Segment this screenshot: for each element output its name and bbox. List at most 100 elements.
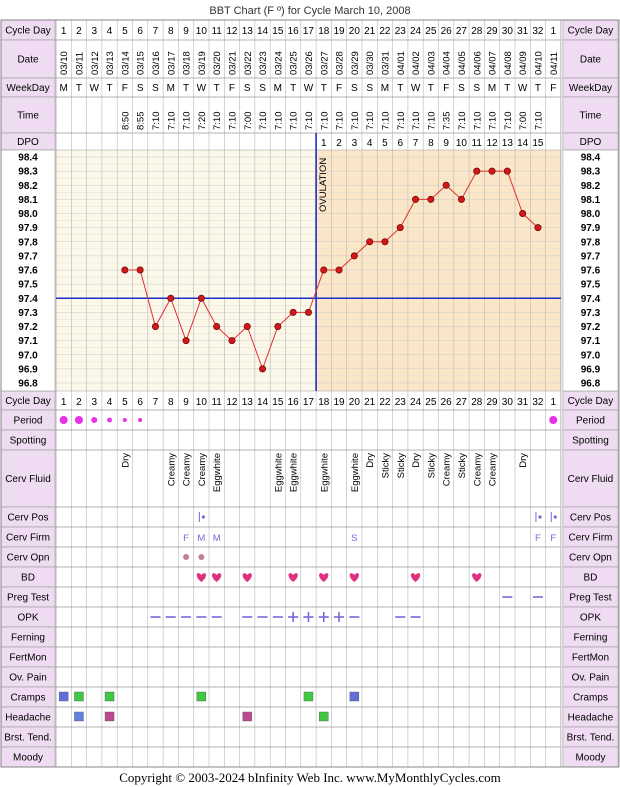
temperature-point — [519, 210, 527, 218]
cerv-fluid-cell: Creamy — [197, 453, 208, 487]
time-cell: 7:10 — [533, 112, 544, 131]
y-tick-label-right: 98.1 — [581, 195, 601, 206]
row-label-weekday: WeekDay — [6, 83, 49, 94]
cycle-day-cell: 3 — [91, 26, 97, 37]
date-cell: 04/09 — [518, 51, 529, 75]
time-cell: 7:20 — [197, 112, 208, 131]
cerv-fluid-cell: Eggwhite — [289, 453, 300, 492]
temperature-point — [457, 195, 465, 203]
row-label-cell-left-time — [0, 96, 56, 134]
date-cell: 03/27 — [319, 51, 330, 75]
temperature-point — [289, 308, 297, 316]
y-tick-label-left: 98.1 — [18, 195, 38, 206]
row-label-cerv-fluid: Cerv Fluid — [5, 474, 51, 485]
weekday-cell: W — [304, 83, 314, 94]
y-tick-label-left: 97.5 — [18, 280, 38, 291]
cerv-pos-dot — [553, 515, 557, 519]
y-tick-label-right: 96.9 — [581, 364, 601, 375]
weekday-cell: W — [411, 83, 421, 94]
y-tick-label-left: 98.2 — [18, 181, 38, 192]
cycle-day-cell: 28 — [471, 26, 483, 37]
bd-heart-icon — [410, 573, 421, 582]
temperature-point — [320, 266, 328, 274]
chart-title: BBT Chart (F º) for Cycle March 10, 2008 — [209, 5, 410, 17]
weekday-cell: F — [443, 83, 449, 94]
y-tick-label-left: 97.3 — [18, 308, 38, 319]
cycle-day-cell-bottom: 32 — [532, 397, 544, 408]
cycle-day-cell-bottom: 19 — [333, 397, 345, 408]
date-cell: 04/10 — [533, 51, 544, 75]
cycle-day-cell-bottom: 7 — [153, 397, 159, 408]
y-tick-label-right: 98.0 — [581, 209, 601, 220]
cycle-day-cell-bottom: 24 — [410, 397, 422, 408]
period-dot — [107, 417, 112, 423]
y-tick-label-right: 97.5 — [581, 280, 601, 291]
cycle-day-cell-bottom: 28 — [471, 397, 483, 408]
cerv-fluid-cell: Creamy — [166, 453, 177, 487]
cramps-marker — [74, 691, 84, 702]
cycle-day-cell: 23 — [395, 26, 407, 37]
row-label-spotting: Spotting — [10, 436, 47, 447]
temperature-point — [121, 266, 129, 274]
cycle-day-cell: 20 — [349, 26, 361, 37]
table-frame — [0, 19, 620, 768]
temperature-point — [488, 167, 496, 175]
row-label-right-bd: BD — [583, 573, 597, 584]
dpo-cell: 12 — [486, 138, 498, 149]
y-tick-label-right: 97.6 — [581, 266, 601, 277]
cerv-firm-cell: M — [213, 533, 221, 544]
cerv-fluid-cell: Sticky — [396, 453, 407, 479]
cycle-day-cell: 1 — [550, 26, 556, 37]
date-cell: 03/30 — [365, 51, 376, 75]
time-cell: 7:10 — [457, 112, 468, 131]
row-label-cycle-day-bottom: Cycle Day — [5, 396, 51, 407]
row-label-bd: BD — [21, 573, 35, 584]
cycle-day-cell: 29 — [486, 26, 498, 37]
cerv-firm-cell: M — [197, 533, 205, 544]
cycle-day-cell-bottom: 18 — [318, 397, 330, 408]
y-axis-right-panel — [562, 149, 619, 392]
date-cell: 04/08 — [503, 51, 514, 75]
bd-heart-icon — [349, 573, 359, 582]
cerv-fluid-cell: Creamy — [488, 453, 499, 487]
temperature-point — [274, 322, 282, 330]
date-cell: 03/18 — [182, 51, 193, 75]
temperature-point — [396, 224, 404, 232]
temperature-point — [427, 195, 435, 203]
row-label-cell-left-date — [0, 39, 56, 79]
date-cell: 03/15 — [136, 51, 147, 75]
date-cell: 04/03 — [426, 51, 437, 75]
weekday-cell: W — [518, 83, 528, 94]
row-label-right-dpo: DPO — [580, 137, 602, 148]
row-label-right-spotting: Spotting — [572, 436, 609, 447]
weekday-cell: T — [321, 83, 327, 94]
temperature-point — [335, 266, 343, 274]
time-cell: 7:10 — [335, 112, 346, 131]
y-tick-label-right: 98.4 — [581, 153, 601, 164]
dpo-cell: 3 — [352, 138, 358, 149]
date-cell: 03/20 — [212, 51, 223, 75]
cramps-marker — [104, 691, 115, 702]
temperature-point — [197, 294, 205, 302]
footer-copyright: Copyright © 2003-2024 bInfinity Web Inc.… — [119, 770, 500, 785]
cycle-day-cell: 15 — [272, 26, 284, 37]
row-label-moody: Moody — [13, 753, 43, 764]
time-cell: 7:10 — [151, 112, 162, 131]
time-cell: 7:10 — [380, 112, 391, 131]
weekday-cell: T — [290, 83, 296, 94]
time-cell: 7:10 — [411, 112, 422, 131]
time-cell: 7:10 — [365, 112, 376, 131]
dpo-cell: 10 — [456, 138, 468, 149]
cycle-day-cell: 1 — [61, 26, 67, 37]
time-cell: 7:10 — [304, 112, 315, 131]
weekday-cell: M — [274, 83, 282, 94]
temperature-point — [442, 181, 450, 189]
time-cell: 7:00 — [518, 112, 529, 131]
row-label-right-brst-tend: Brst. Tend. — [567, 733, 615, 744]
cramps-marker — [349, 691, 360, 702]
cycle-day-cell-bottom: 27 — [456, 397, 468, 408]
date-cell: 03/22 — [243, 51, 254, 75]
weekday-cell: F — [550, 83, 556, 94]
y-tick-label-left: 97.1 — [18, 336, 38, 347]
